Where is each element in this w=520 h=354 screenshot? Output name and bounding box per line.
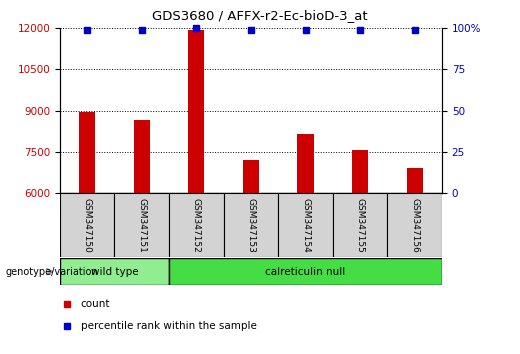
Text: GSM347152: GSM347152 [192, 198, 201, 253]
Text: count: count [81, 299, 110, 309]
Bar [333, 193, 387, 257]
Bar [79, 112, 95, 193]
Bar [188, 30, 204, 193]
Bar [169, 258, 442, 285]
Text: GSM347151: GSM347151 [137, 198, 146, 253]
Bar [387, 193, 442, 257]
Text: GSM347153: GSM347153 [246, 198, 255, 253]
Text: GDS3680 / AFFX-r2-Ec-bioD-3_at: GDS3680 / AFFX-r2-Ec-bioD-3_at [152, 9, 368, 22]
Bar [297, 134, 314, 193]
Text: calreticulin null: calreticulin null [265, 267, 346, 277]
Text: GSM347154: GSM347154 [301, 198, 310, 253]
Text: percentile rank within the sample: percentile rank within the sample [81, 321, 257, 331]
Bar [352, 150, 368, 193]
Bar [60, 258, 169, 285]
Text: GSM347156: GSM347156 [410, 198, 419, 253]
Text: wild type: wild type [90, 267, 138, 277]
Bar [278, 193, 333, 257]
Bar [134, 120, 150, 193]
Bar [243, 160, 259, 193]
Text: genotype/variation: genotype/variation [5, 267, 98, 277]
Bar [407, 168, 423, 193]
Bar [169, 193, 224, 257]
Bar [224, 193, 278, 257]
Bar [114, 193, 169, 257]
Text: GSM347155: GSM347155 [356, 198, 365, 253]
Text: GSM347150: GSM347150 [83, 198, 92, 253]
Bar [60, 193, 114, 257]
